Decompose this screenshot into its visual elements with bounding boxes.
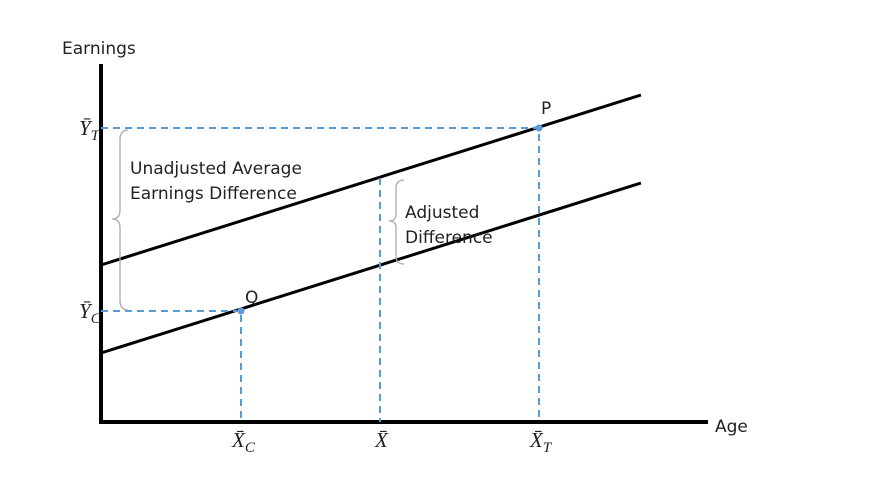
x-tick-label: X̄T: [529, 428, 553, 456]
x-tick-label: X̄C: [231, 428, 256, 456]
point-q: [237, 307, 245, 315]
x-axis-label: Age: [715, 417, 748, 437]
symbol: Ȳ: [79, 116, 93, 140]
subscript: T: [91, 128, 101, 144]
annotation: Adjusted: [405, 203, 479, 223]
brace-adjusted: [388, 179, 405, 265]
brace-unadjusted: [111, 129, 129, 311]
point-label: P: [541, 99, 551, 119]
y-tick-label: ȲC: [79, 299, 102, 327]
subscript: C: [91, 311, 102, 327]
guide-q: [101, 310, 242, 422]
upper-line: [100, 93, 642, 267]
x-tick-label: X̄: [374, 428, 389, 452]
subscript: C: [245, 440, 256, 456]
annotation: Earnings Difference: [130, 184, 297, 204]
annotation: Unadjusted Average: [130, 159, 302, 179]
point-label: Q: [245, 288, 258, 308]
annotation: Difference: [405, 228, 493, 248]
symbol: X̄: [374, 428, 389, 452]
subscript: T: [543, 440, 553, 456]
y-axis-label: Earnings: [62, 39, 136, 59]
y-tick-label: ȲT: [79, 116, 101, 144]
lower-line: [100, 181, 642, 355]
symbol: Ȳ: [79, 299, 93, 323]
point-p: [535, 124, 543, 132]
symbol: X̄: [529, 428, 544, 452]
symbol: X̄: [231, 428, 246, 452]
